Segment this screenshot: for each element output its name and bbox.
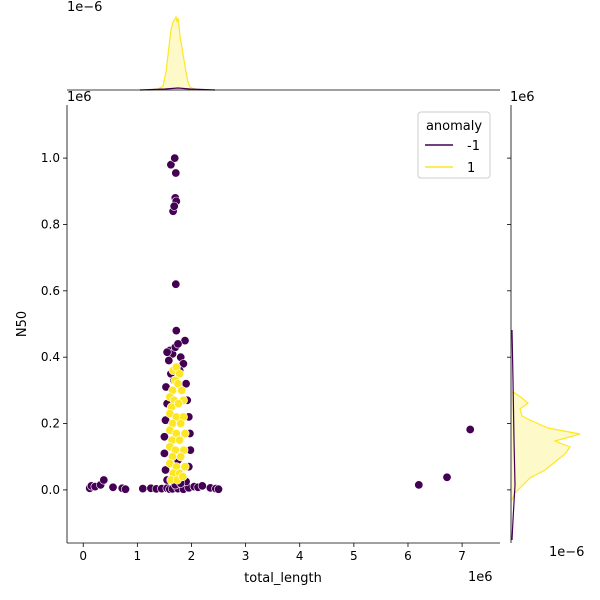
marginal-x-density-anomaly-1 xyxy=(149,15,201,91)
scatter-point-anomaly-1 xyxy=(174,399,184,409)
scatter-point-anomaly-minus1 xyxy=(442,472,452,482)
y-tick-label: 0.0 xyxy=(41,483,60,497)
x-axis-multiplier: 1e6 xyxy=(468,570,493,585)
scatter-point-anomaly-1 xyxy=(176,452,186,462)
marginal-y-top-multiplier: 1e6 xyxy=(510,90,535,105)
y-axis-multiplier: 1e6 xyxy=(67,90,92,105)
marginal-x-density-anomaly-minus1 xyxy=(139,87,216,91)
main-axes: 0 1 2 3 4 5 6 7 0.0 0.2 0.4 0.6 0.8 1.0 1e6 1e6 tota… xyxy=(15,90,511,586)
x-tick-label: 6 xyxy=(404,549,412,563)
scatter-point-anomaly-minus1 xyxy=(138,484,148,494)
y-axis-ticks: 0.0 0.2 0.4 0.6 0.8 1.0 xyxy=(41,151,511,497)
scatter-point-anomaly-1 xyxy=(177,385,187,395)
x-tick-label: 4 xyxy=(296,549,304,563)
y-tick-label: 0.2 xyxy=(41,417,60,431)
x-tick-label: 3 xyxy=(242,549,250,563)
scatter-point-anomaly-minus1 xyxy=(465,424,475,434)
marginal-y-multiplier: 1e−6 xyxy=(549,545,584,560)
x-tick-label: 5 xyxy=(350,549,358,563)
x-tick-label: 0 xyxy=(79,549,87,563)
scatter-point-anomaly-minus1 xyxy=(171,168,181,178)
marginal-x-density-anomaly-1-fill xyxy=(150,17,200,90)
scatter-point-anomaly-minus1 xyxy=(171,326,181,336)
legend: anomaly -1 1 xyxy=(417,111,491,179)
x-axis-label: total_length xyxy=(244,571,322,586)
x-tick-label: 1 xyxy=(134,549,142,563)
scatter-point-anomaly-1 xyxy=(178,472,188,482)
legend-label-1: 1 xyxy=(467,161,475,176)
scatter-point-anomaly-1 xyxy=(180,428,190,438)
legend-label-minus1: -1 xyxy=(467,139,480,154)
scatter-point-anomaly-minus1 xyxy=(159,432,169,442)
scatter-point-anomaly-minus1 xyxy=(414,480,424,490)
legend-box xyxy=(417,111,491,179)
y-tick-label: 0.4 xyxy=(41,350,60,364)
marginal-y-panel: 1e6 1e−6 xyxy=(510,90,584,560)
marginal-y-density-anomaly-minus1 xyxy=(511,329,516,541)
scatter-point-anomaly-minus1 xyxy=(164,355,174,365)
scatter-point-anomaly-1 xyxy=(175,435,185,445)
x-axis-ticks: 0 1 2 3 4 5 6 7 xyxy=(79,543,466,563)
scatter-point-anomaly-minus1 xyxy=(162,347,172,357)
x-tick-label: 2 xyxy=(188,549,196,563)
marginal-y-density-anomaly-1 xyxy=(511,391,581,501)
marginal-y-density-anomaly-1-fill xyxy=(512,392,580,500)
scatter-point-anomaly-minus1 xyxy=(214,484,224,494)
scatter-point-anomaly-1 xyxy=(180,462,190,472)
scatter-point-anomaly-minus1 xyxy=(159,448,169,458)
y-tick-label: 0.6 xyxy=(41,284,60,298)
scatter-point-anomaly-minus1 xyxy=(170,153,180,163)
scatter-point-anomaly-minus1 xyxy=(121,484,131,494)
scatter-point-anomaly-minus1 xyxy=(99,475,109,485)
scatter-point-anomaly-1 xyxy=(176,418,186,428)
y-tick-label: 0.8 xyxy=(41,217,60,231)
scatter-point-anomaly-minus1 xyxy=(173,339,183,349)
marginal-x-panel: 1e−6 xyxy=(67,0,500,91)
y-tick-label: 1.0 xyxy=(41,151,60,165)
scatter-points xyxy=(85,153,475,494)
scatter-point-anomaly-1 xyxy=(175,369,185,379)
scatter-point-anomaly-minus1 xyxy=(161,465,171,475)
scatter-point-anomaly-minus1 xyxy=(108,482,118,492)
scatter-point-anomaly-minus1 xyxy=(169,201,179,211)
marginal-x-multiplier: 1e−6 xyxy=(67,0,102,15)
scatter-point-anomaly-minus1 xyxy=(171,279,181,289)
x-tick-label: 7 xyxy=(458,549,466,563)
legend-title: anomaly xyxy=(426,119,482,134)
scatter-point-anomaly-minus1 xyxy=(197,481,207,491)
y-axis-label: N50 xyxy=(15,311,30,337)
